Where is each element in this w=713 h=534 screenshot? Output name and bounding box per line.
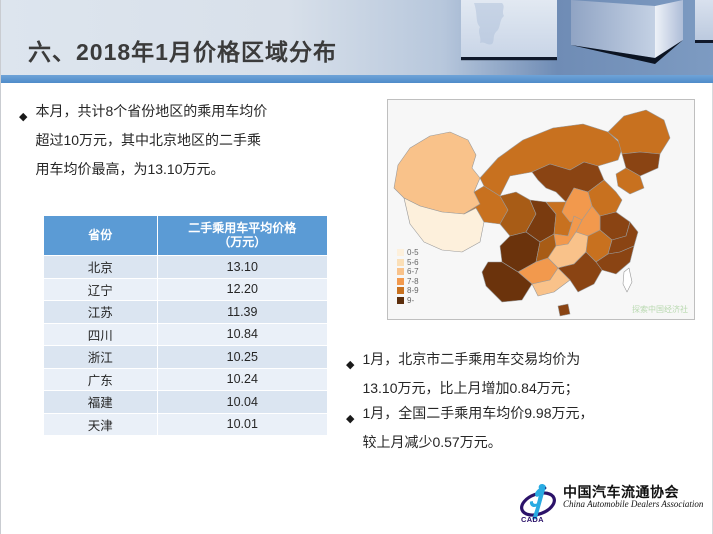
svg-text:CADA: CADA: [521, 515, 544, 523]
